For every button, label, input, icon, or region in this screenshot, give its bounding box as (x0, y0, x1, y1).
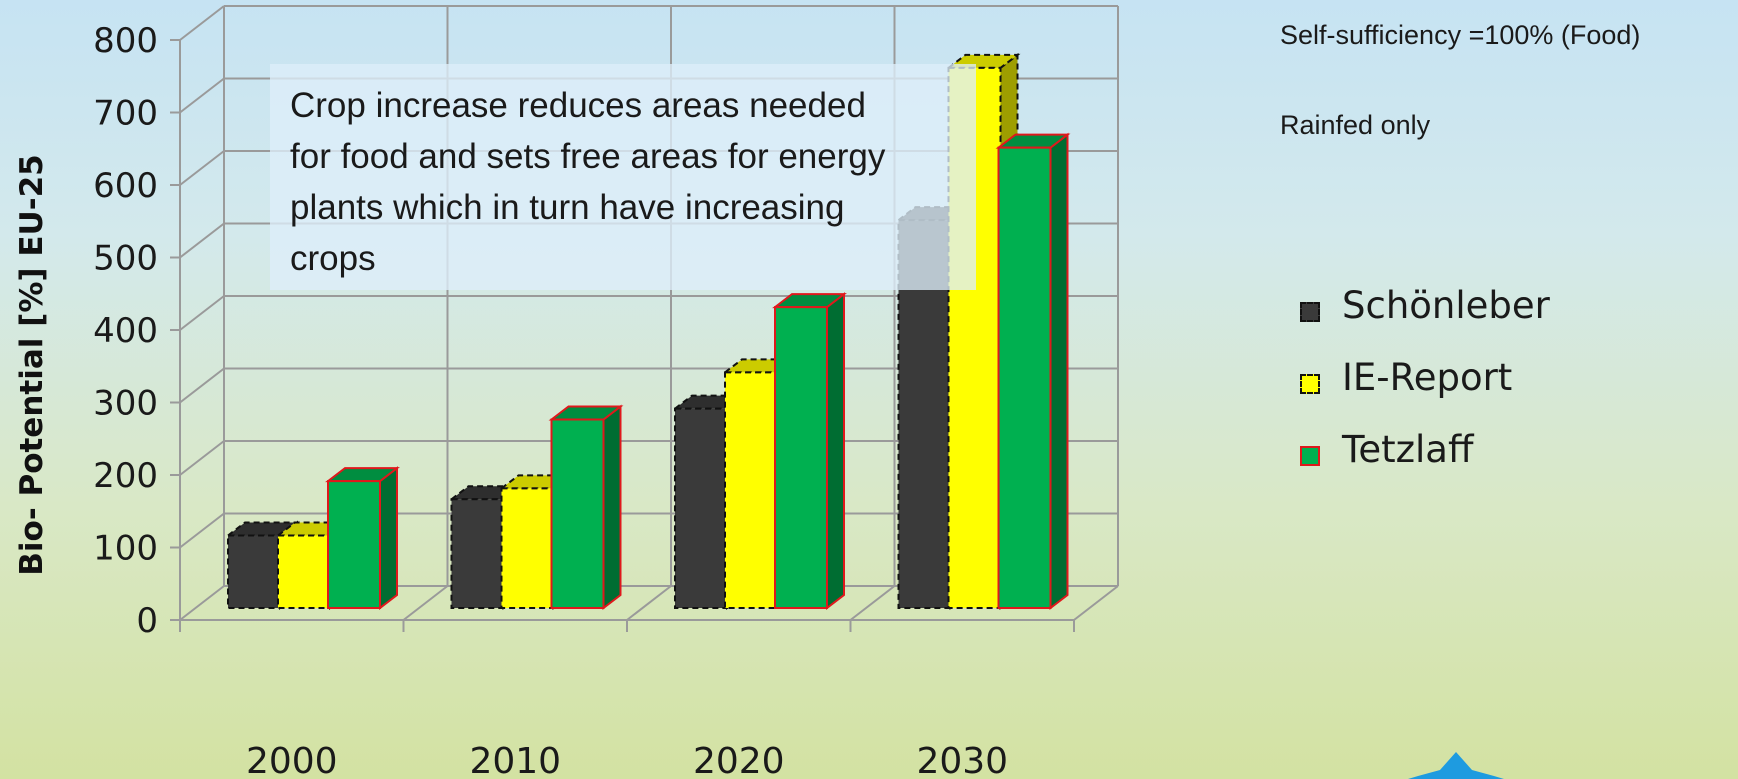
y-tick-label: 800 (93, 21, 158, 61)
y-tick-label: 500 (93, 239, 158, 279)
legend-swatch (1300, 374, 1320, 394)
x-tick-label: 2030 (916, 741, 1008, 779)
floor-right-edge (1073, 585, 1119, 621)
y-tick-label: 400 (93, 311, 158, 351)
bar-front-face (997, 146, 1052, 609)
side-wall-gridline (179, 5, 225, 41)
legend-swatch (1300, 446, 1320, 466)
side-wall-gridline (179, 77, 225, 114)
callout-line: Crop increase reduces areas needed (290, 86, 866, 125)
callout-line: plants which in turn have increasing (290, 188, 845, 227)
floor-divider (626, 585, 672, 621)
side-wall-gridline (179, 585, 225, 621)
x-tick-label: 2020 (693, 741, 785, 779)
x-tick-label: 2000 (246, 741, 338, 779)
legend-label: Tetzlaff (1342, 428, 1474, 471)
x-tick-label: 2010 (469, 741, 561, 779)
y-tick-label: 300 (93, 384, 158, 424)
bar-front-face (327, 480, 381, 609)
bar-front-face (550, 418, 605, 609)
legend-label: IE-Report (1342, 356, 1513, 399)
side-wall-gridline (179, 367, 225, 404)
callout-line: for food and sets free areas for energy (290, 137, 886, 176)
side-wall-gridline (179, 295, 225, 331)
side-wall-gridline (179, 440, 225, 476)
bar-front-face (227, 534, 281, 609)
bar (325, 466, 400, 611)
self-sufficiency-note: Self-sufficiency =100% (Food) (1280, 20, 1641, 50)
bar-front-face (500, 487, 555, 609)
bar-side-face (379, 466, 398, 611)
rainfed-note: Rainfed only (1280, 110, 1431, 140)
side-wall-gridline (179, 512, 225, 549)
bar-front-face (774, 306, 828, 609)
side-wall-gridline (179, 222, 225, 259)
bar-front-face (674, 407, 728, 609)
floor-divider (402, 585, 449, 621)
bar (995, 132, 1071, 611)
side-wall-gridline (179, 150, 225, 186)
y-tick-label: 200 (93, 456, 158, 496)
legend-label: Schönleber (1342, 284, 1550, 327)
chart-labels: 0 100 200 300 400 500 600 700 800 2000 2010 2020 203… (93, 21, 1008, 779)
bar (548, 404, 624, 611)
y-axis-title: Bio- Potential [%] EU-25 (14, 154, 50, 575)
y-tick-label: 100 (93, 529, 158, 569)
callout-line: crops (290, 239, 376, 278)
bar-side-face (602, 404, 622, 611)
y-tick-label: 700 (93, 94, 158, 134)
bar-side-face (1049, 132, 1069, 611)
callout-box: Crop increase reduces areas needed for f… (270, 64, 976, 290)
bar (772, 292, 847, 611)
bar-front-face (277, 534, 331, 609)
blue-star-logo-icon (1408, 752, 1504, 779)
y-tick-label: 0 (136, 601, 158, 641)
legend-swatch (1300, 302, 1320, 322)
bar-front-face (450, 498, 505, 609)
bar-side-face (826, 292, 845, 611)
floor-divider (849, 585, 896, 621)
y-tick-label: 600 (93, 166, 158, 206)
bar-front-face (724, 371, 778, 609)
